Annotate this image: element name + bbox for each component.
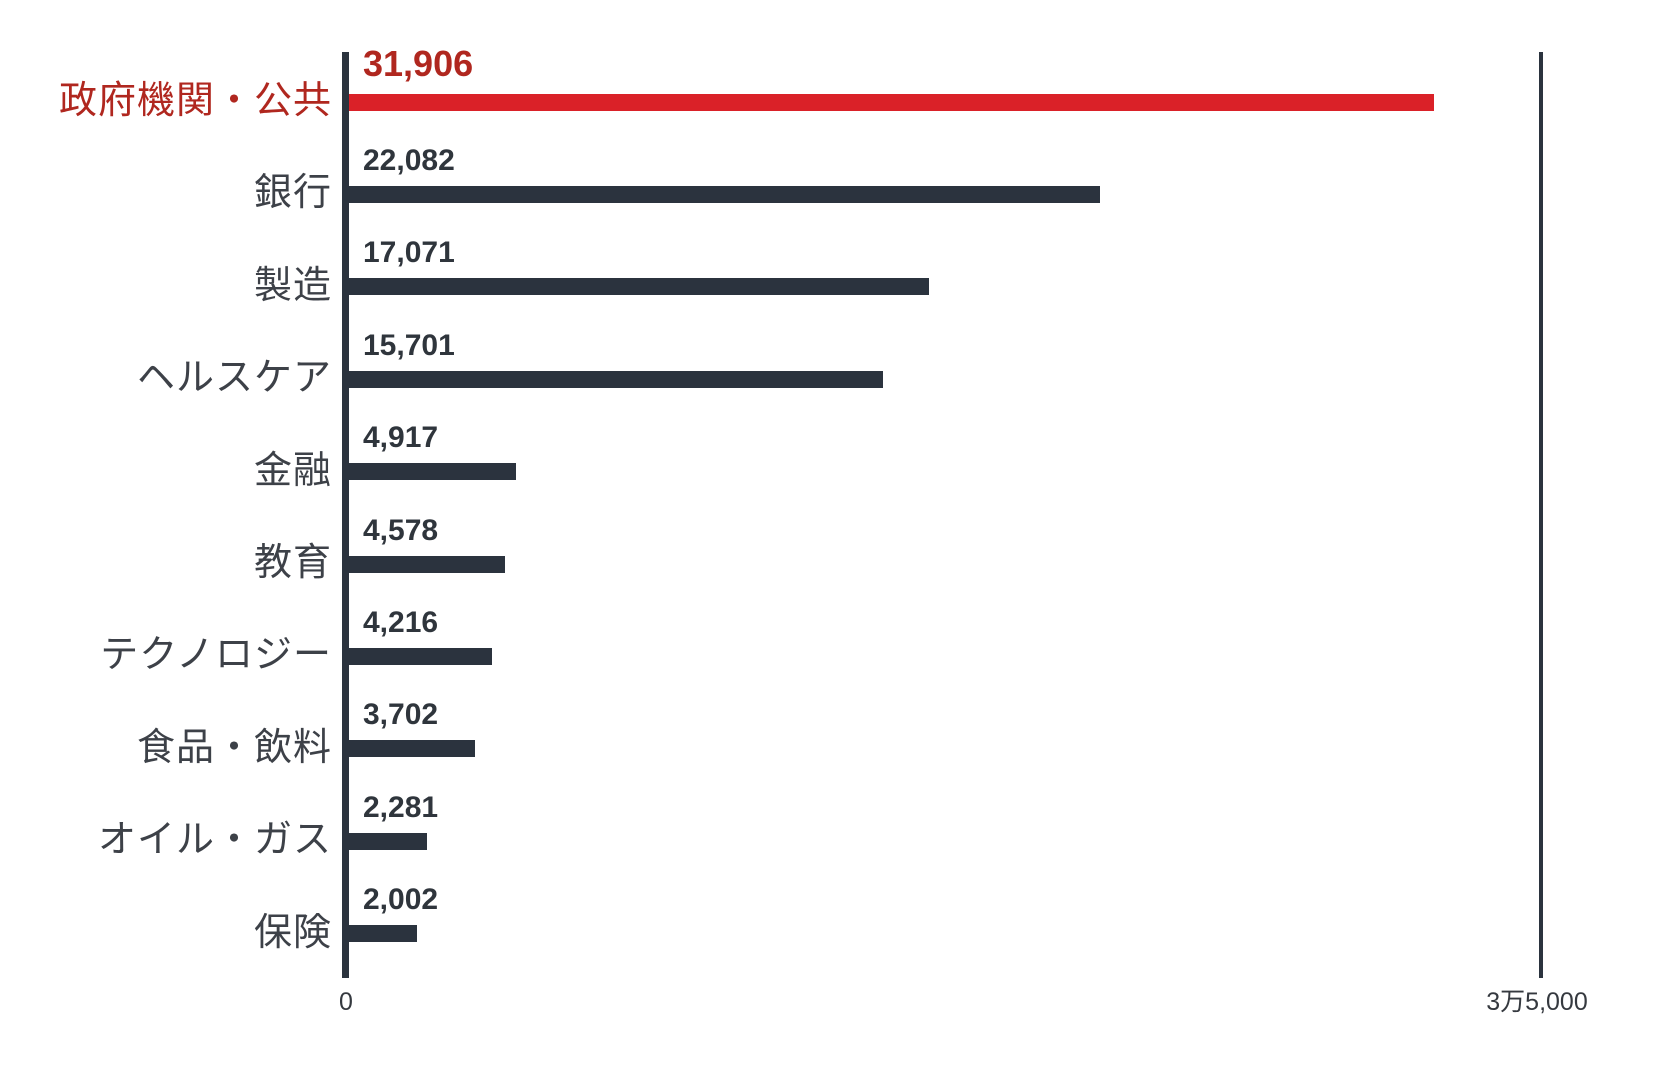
category-label: 金融 [253, 449, 332, 492]
bar [349, 925, 417, 943]
category-label: 製造 [253, 265, 332, 308]
bar [349, 278, 929, 296]
bar [349, 740, 475, 758]
value-label: 3,702 [363, 698, 439, 732]
x-axis-tick-max: 3万5,000 [1486, 988, 1588, 1016]
bar [349, 832, 427, 850]
value-label: 17,071 [363, 236, 455, 270]
category-label: テクノロジー [100, 634, 332, 677]
value-label: 22,082 [363, 143, 455, 177]
value-label: 4,578 [363, 513, 439, 547]
bar [349, 555, 505, 573]
bar [349, 370, 883, 388]
category-label: 教育 [253, 542, 332, 585]
category-label: 政府機関・公共 [58, 80, 332, 123]
bar [349, 185, 1100, 203]
y-axis-line [342, 52, 349, 978]
value-label: 2,281 [363, 790, 439, 824]
bar [349, 93, 1434, 111]
category-label: 食品・飲料 [136, 727, 332, 770]
value-label: 4,917 [363, 421, 439, 455]
category-label: オイル・ガス [97, 819, 332, 862]
bar [349, 463, 516, 481]
value-label: 2,002 [363, 883, 439, 917]
x-axis-max-line [1539, 52, 1543, 978]
value-label: 15,701 [363, 328, 455, 362]
category-label: 保険 [253, 911, 332, 954]
bar [349, 647, 492, 665]
x-axis-tick-zero: 0 [339, 988, 353, 1016]
category-label: ヘルスケア [136, 357, 332, 400]
value-label: 4,216 [363, 605, 439, 639]
value-label: 31,906 [363, 42, 474, 84]
category-label: 銀行 [253, 172, 332, 215]
